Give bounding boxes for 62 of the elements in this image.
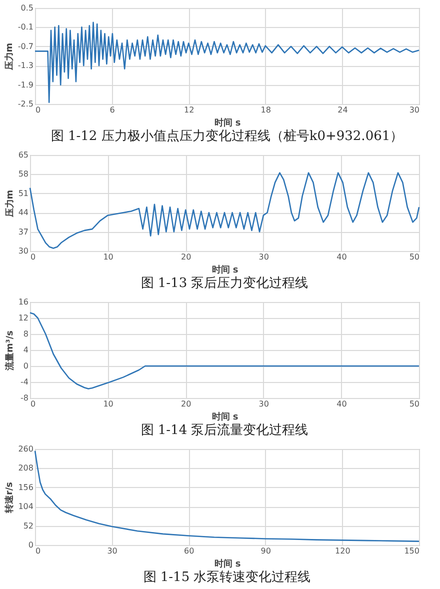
x-axis-title: 时间 s (212, 264, 238, 276)
x-tick-label: 50 (409, 400, 420, 408)
y-tick-label: 260 (18, 444, 34, 454)
x-tick-label: 30 (258, 400, 269, 408)
y-tick-label: 12 (18, 314, 28, 322)
y-tick-label: -0.7 (18, 42, 34, 51)
y-tick-label: 4 (23, 346, 28, 354)
y-tick-label: 37 (18, 227, 28, 236)
line-series (34, 450, 420, 542)
x-tick-label: 120 (335, 546, 350, 556)
y-tick-label: -2.5 (18, 100, 34, 108)
y-tick-label: 0 (28, 540, 34, 550)
y-tick-label: -1.3 (18, 61, 34, 70)
x-tick-label: 40 (336, 252, 347, 262)
y-tick-label: -0.1 (18, 22, 34, 32)
y-tick-label: 104 (18, 502, 34, 512)
y-tick-label: 58 (18, 170, 28, 179)
x-tick-label: 0 (36, 546, 41, 556)
x-tick-label: 6 (110, 106, 115, 114)
text: 图 1-14 泵后流量变化过程线 (140, 422, 308, 438)
y-tick-label: 30 (18, 246, 28, 256)
y-tick-label: -4 (20, 378, 28, 386)
x-tick-label: 50 (409, 252, 420, 262)
x-tick-label: 30 (258, 252, 269, 262)
x-tick-label: 30 (409, 106, 420, 114)
x-tick-label: 0 (36, 106, 41, 114)
x-axis-title: 时间 s (214, 558, 241, 570)
x-tick-label: 10 (103, 400, 114, 408)
y-tick-label: 0 (23, 362, 28, 370)
y-tick-label: 8 (23, 330, 28, 338)
text: 图 1-13 泵后压力变化过程线 (140, 276, 308, 291)
y-tick-label: 65 (18, 150, 28, 160)
y-tick-label: 44 (18, 208, 28, 218)
x-tick-label: 90 (260, 546, 271, 556)
y-axis-title: 压力m (4, 190, 16, 218)
x-axis-title: 时间 s (214, 118, 241, 128)
line-series (29, 312, 420, 390)
y-tick-label: 52 (23, 521, 34, 530)
x-tick-label: 40 (336, 400, 347, 408)
x-tick-label: 10 (103, 252, 114, 262)
x-tick-label: 150 (404, 546, 420, 556)
y-tick-label: 0.5 (20, 4, 34, 12)
x-tick-label: 12 (184, 106, 194, 114)
y-tick-label: 208 (18, 464, 34, 473)
text: 图 1-15 水泵转速变化过程线 (143, 570, 311, 585)
y-tick-label: -1.9 (18, 80, 34, 90)
x-axis-title: 时间 s (212, 412, 238, 422)
y-axis-title: 流量m³/s (4, 330, 16, 372)
y-tick-label: -8 (20, 394, 28, 402)
x-tick-label: 20 (181, 400, 192, 408)
x-tick-label: 60 (184, 546, 194, 556)
x-tick-label: 18 (260, 106, 271, 114)
x-tick-label: 20 (181, 252, 192, 262)
x-tick-label: 24 (338, 106, 348, 114)
y-tick-label: 16 (18, 298, 28, 306)
y-tick-label: 156 (18, 482, 34, 492)
line-series (29, 172, 420, 249)
text: 图 1-12 压力极小值点压力变化过程线（桩号k0+932.061） (50, 129, 404, 144)
y-tick-label: 51 (18, 188, 28, 198)
y-axis-title: 转速r/s (4, 482, 16, 514)
x-tick-label: 30 (107, 546, 118, 556)
y-axis-title: 压力m (4, 42, 15, 72)
